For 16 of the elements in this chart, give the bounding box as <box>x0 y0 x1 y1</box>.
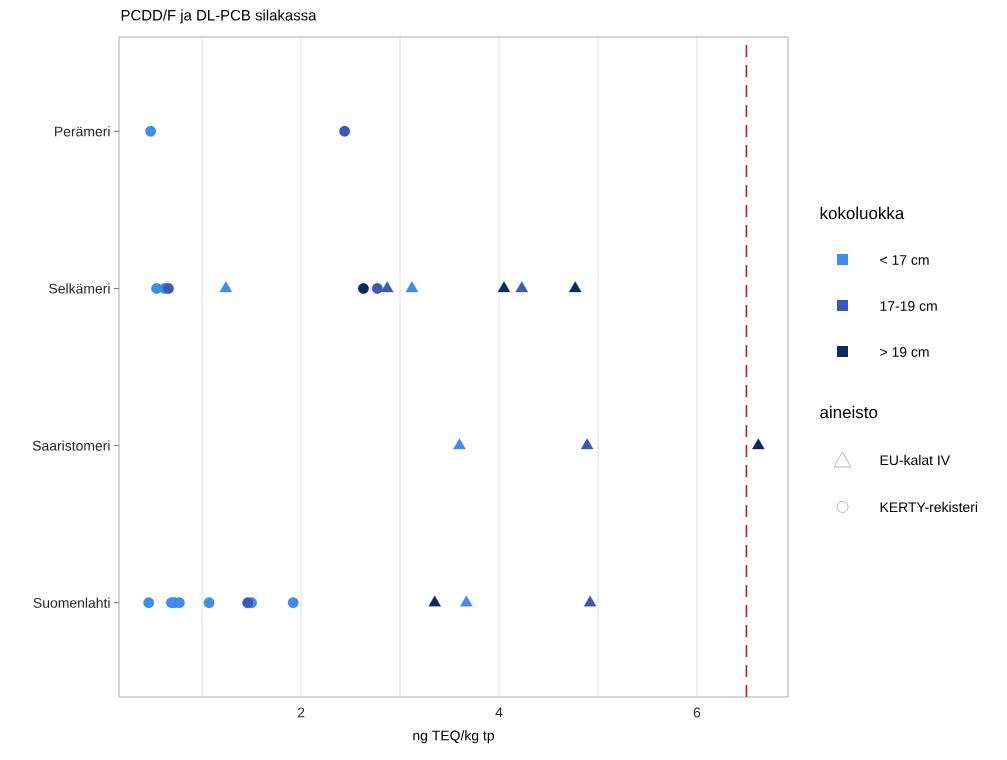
text: aineisto <box>820 405 878 419</box>
legend-label: < 17 cm <box>880 255 929 265</box>
y-tick-label: Perämeri <box>55 126 110 137</box>
x-tick-label: 2 <box>297 707 305 718</box>
y-tick-label: Saaristomeri <box>32 440 110 451</box>
y-tick-label: Selkämeri <box>49 283 110 294</box>
text: KERTY-rekisteri <box>880 501 978 513</box>
legend-label: 17-19 cm <box>880 301 937 311</box>
legend-title: kokoluokka <box>820 206 905 220</box>
chart-title: PCDD/F ja DL-PCB silakassa <box>121 9 317 24</box>
x-axis-title: ng TEQ/kg tp <box>413 730 494 744</box>
x-tick-label: 4 <box>495 707 503 718</box>
legend-label: > 19 cm <box>880 347 929 357</box>
y-tick-label: Suomenlahti <box>33 597 110 608</box>
x-tick-label: 6 <box>693 707 701 718</box>
text: EU-kalat IV <box>880 454 950 466</box>
